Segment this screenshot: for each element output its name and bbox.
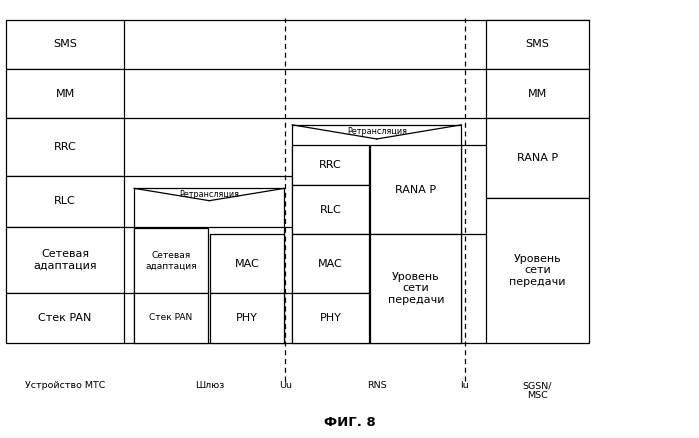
Bar	[292, 125, 461, 343]
Bar	[292, 145, 369, 185]
Bar	[486, 20, 589, 69]
Text: RLC: RLC	[319, 205, 342, 215]
Text: Стек PAN: Стек PAN	[38, 313, 92, 323]
Bar	[6, 20, 124, 69]
Text: Устройство МТС: Устройство МТС	[25, 381, 105, 390]
Text: MM: MM	[528, 88, 547, 99]
Text: Ретрансляция: Ретрансляция	[347, 127, 407, 136]
Bar	[486, 118, 589, 198]
Text: RRC: RRC	[54, 142, 76, 152]
Text: PHY: PHY	[319, 313, 342, 323]
Text: RANA P: RANA P	[517, 153, 558, 163]
Text: RNS: RNS	[367, 381, 387, 390]
Text: ФИГ. 8: ФИГ. 8	[324, 416, 375, 429]
Text: Шлюз: Шлюз	[194, 381, 224, 390]
Bar	[210, 234, 284, 293]
Text: SGSN/
MSC: SGSN/ MSC	[523, 381, 552, 400]
Bar	[134, 188, 284, 343]
Text: MAC: MAC	[318, 259, 343, 269]
Text: Сетевая
адаптация: Сетевая адаптация	[33, 249, 97, 271]
Bar	[370, 234, 461, 343]
Text: Уровень
сети
передачи: Уровень сети передачи	[388, 272, 444, 305]
Text: MM: MM	[55, 88, 75, 99]
Text: Ретрансляция: Ретрансляция	[180, 190, 239, 199]
Text: RANA P: RANA P	[396, 185, 436, 195]
Text: Uu: Uu	[279, 381, 291, 390]
Bar	[6, 293, 124, 343]
Bar	[6, 227, 124, 293]
Bar	[134, 228, 208, 293]
Bar	[6, 118, 124, 176]
Text: Стек PAN: Стек PAN	[150, 314, 192, 322]
Bar	[292, 293, 369, 343]
Text: PHY: PHY	[236, 313, 258, 323]
Bar	[486, 69, 589, 118]
Bar	[486, 198, 589, 343]
Bar	[292, 185, 369, 234]
Text: Сетевая
адаптация: Сетевая адаптация	[145, 251, 196, 270]
Text: SMS: SMS	[53, 39, 77, 49]
Bar	[6, 69, 124, 118]
Text: MAC: MAC	[235, 259, 259, 269]
Bar	[210, 293, 284, 343]
Bar	[6, 176, 124, 227]
Text: Уровень
сети
передачи: Уровень сети передачи	[510, 254, 565, 287]
Bar	[370, 145, 461, 234]
Bar	[134, 293, 208, 343]
Text: RLC: RLC	[54, 197, 76, 206]
Text: SMS: SMS	[526, 39, 549, 49]
Text: RRC: RRC	[319, 160, 342, 170]
Bar	[292, 234, 369, 293]
Text: Iu: Iu	[461, 381, 469, 390]
